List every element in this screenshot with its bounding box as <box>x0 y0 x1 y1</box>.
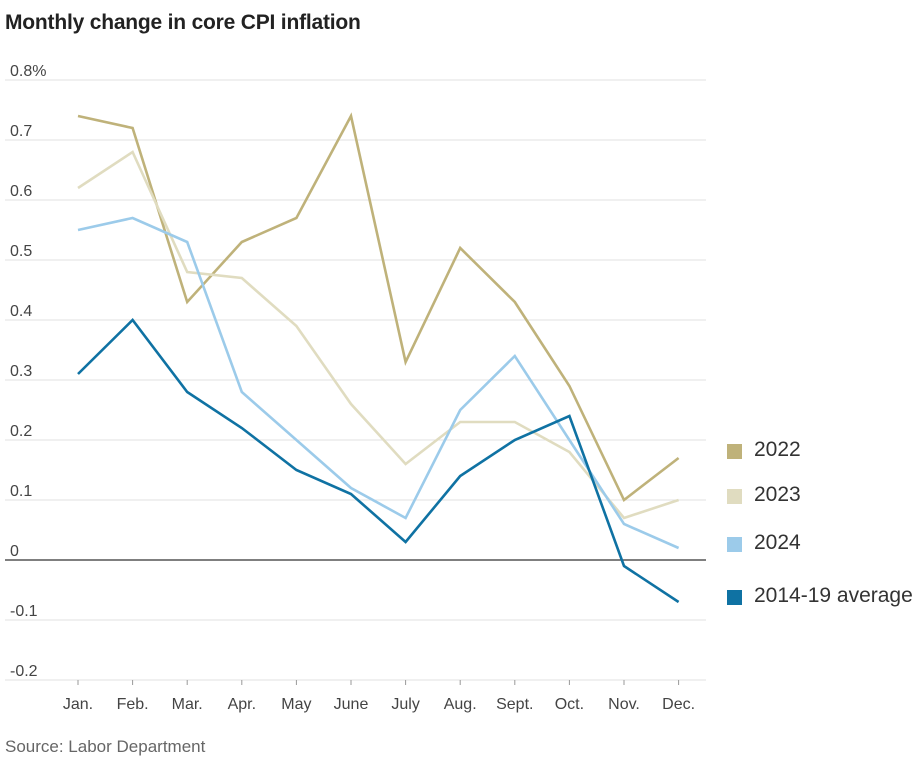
series-line-2024 <box>77 216 680 550</box>
y-tick-label: 0.5 <box>10 243 32 260</box>
chart-title: Monthly change in core CPI inflation <box>5 11 361 34</box>
y-tick-label: 0.3 <box>10 363 32 380</box>
x-tick-label: Dec. <box>662 696 695 713</box>
source-note: Source: Labor Department <box>5 737 206 756</box>
x-tick-label: June <box>334 696 369 713</box>
series-line-2014-19-average <box>77 318 680 604</box>
x-tick-label: Nov. <box>608 696 640 713</box>
x-tick-label: Oct. <box>555 696 584 713</box>
legend-swatch-2023 <box>727 489 742 504</box>
y-tick-label: 0.6 <box>10 183 32 200</box>
y-tick-label: 0.2 <box>10 423 32 440</box>
legend-label-2014-19-average: 2014-19 average <box>754 584 913 607</box>
legend-swatch-2024 <box>727 537 742 552</box>
legend-swatch-2022 <box>727 444 742 459</box>
y-tick-label: 0.4 <box>10 303 32 320</box>
x-tick-label: May <box>281 696 311 713</box>
y-tick-label: 0.8% <box>10 63 46 80</box>
x-tick-label: Jan. <box>63 696 93 713</box>
series-line-2022 <box>77 112 680 503</box>
y-tick-label: 0.7 <box>10 123 32 140</box>
x-tick-label: Sept. <box>496 696 533 713</box>
series-line-2023 <box>77 150 680 520</box>
x-tick-label: Feb. <box>117 696 149 713</box>
x-tick-label: July <box>391 696 419 713</box>
legend-swatch-2014-19-average <box>727 590 742 605</box>
legend-label-2023: 2023 <box>754 483 801 506</box>
x-tick-label: Mar. <box>172 696 203 713</box>
x-tick-label: Aug. <box>444 696 477 713</box>
legend-label-2022: 2022 <box>754 438 801 461</box>
y-tick-label: -0.2 <box>10 663 38 680</box>
y-tick-label: -0.1 <box>10 603 38 620</box>
y-tick-label: 0 <box>10 543 19 560</box>
x-tick-label: Apr. <box>228 696 256 713</box>
y-tick-label: 0.1 <box>10 483 32 500</box>
legend-label-2024: 2024 <box>754 531 801 554</box>
